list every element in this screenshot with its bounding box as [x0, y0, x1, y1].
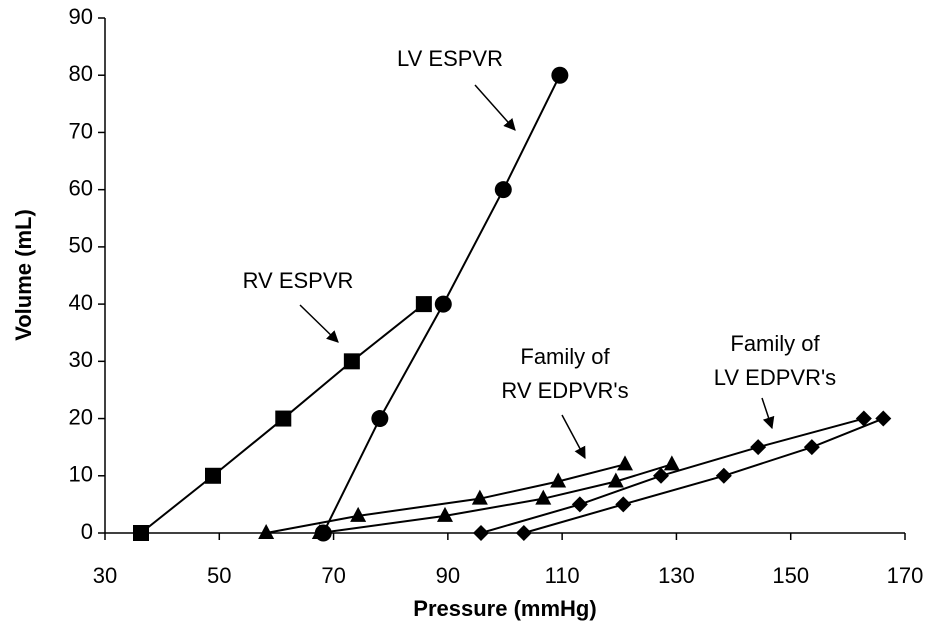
y-tick-label: 90 [69, 4, 93, 29]
square-marker [343, 353, 360, 370]
arrow [474, 84, 516, 131]
triangle-marker [663, 455, 680, 471]
diamond-marker [571, 496, 588, 513]
x-tick-label: 110 [545, 563, 580, 588]
y-axis-title: Volume (mL) [11, 209, 36, 341]
circle-marker [551, 66, 569, 84]
series-line [265, 463, 626, 534]
triangle-marker [471, 489, 488, 505]
x-tick-label: 130 [658, 563, 695, 588]
triangle-marker [607, 472, 624, 488]
triangle-marker [350, 506, 367, 522]
x-tick-label: 50 [207, 563, 231, 588]
x-tick-label: 150 [772, 563, 809, 588]
triangle-marker [258, 524, 275, 539]
diamond-marker [653, 467, 669, 484]
y-tick-label: 60 [69, 175, 93, 200]
x-axis-title: Pressure (mmHg) [413, 596, 596, 621]
annotation: RV EDPVR's [501, 378, 628, 403]
square-marker [275, 410, 292, 427]
triangle-marker [311, 524, 328, 539]
series-line [319, 463, 673, 534]
x-tick-label: 170 [887, 563, 924, 588]
circle-marker [434, 295, 452, 313]
y-tick-label: 50 [69, 233, 93, 258]
y-tick-label: 70 [69, 118, 93, 143]
diamond-marker [515, 525, 532, 541]
triangle-marker [535, 489, 552, 505]
triangle-marker [617, 455, 633, 471]
arrow [299, 304, 339, 343]
circle-marker [494, 181, 512, 199]
diamond-marker [855, 410, 872, 427]
annotation: LV EDPVR's [714, 365, 836, 390]
square-marker [205, 467, 221, 484]
diamond-marker [750, 439, 767, 456]
diamond-marker [875, 410, 892, 427]
y-tick-label: 30 [69, 347, 93, 372]
arrows [299, 84, 775, 460]
arrow [561, 414, 586, 460]
y-tick-label: 20 [69, 404, 93, 429]
triangle-marker [437, 506, 453, 522]
annotation: RV ESPVR [243, 268, 354, 293]
annotation: Family of [730, 331, 820, 356]
diamond-marker [803, 439, 820, 456]
triangle-marker [550, 472, 567, 488]
x-tick-label: 70 [321, 563, 345, 588]
annotation: Family of [520, 344, 610, 369]
annotation: LV ESPVR [397, 46, 503, 71]
x-tick-label: 90 [436, 563, 460, 588]
circle-marker [371, 410, 389, 428]
diamond-marker [473, 525, 489, 541]
diamond-marker [715, 467, 732, 484]
y-tick-label: 80 [69, 61, 93, 86]
series-line [480, 417, 865, 534]
y-tick-label: 40 [69, 290, 93, 315]
arrow [761, 397, 775, 430]
y-tick-label: 10 [69, 462, 93, 487]
y-tick-label: 0 [81, 519, 93, 544]
diamond-marker [615, 496, 632, 513]
square-marker [415, 296, 432, 313]
square-marker [133, 525, 149, 541]
x-tick-label: 30 [93, 563, 117, 588]
